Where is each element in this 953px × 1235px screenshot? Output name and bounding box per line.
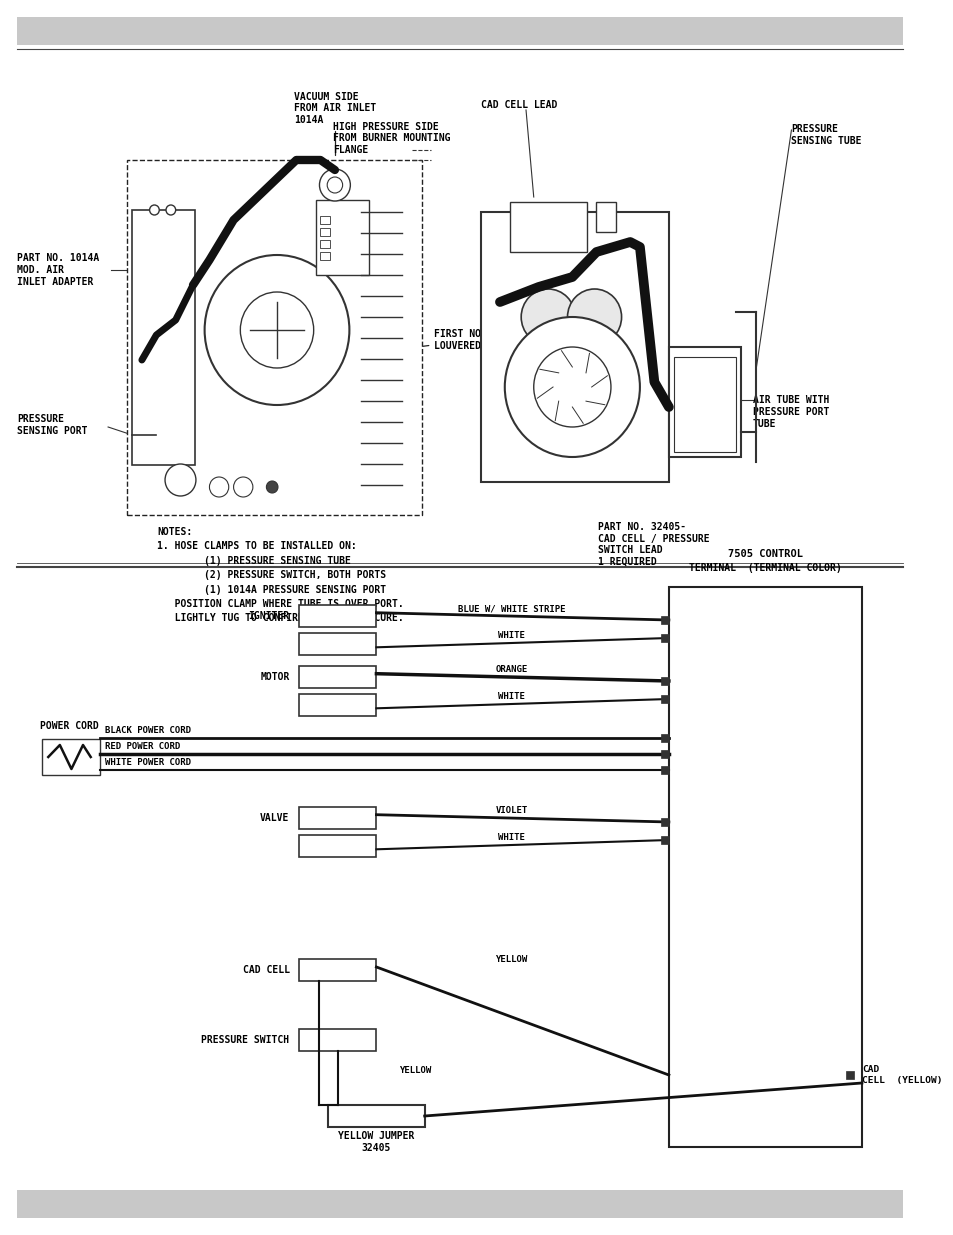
Bar <box>660 634 668 642</box>
Text: CAD
CELL  (YELLOW): CAD CELL (YELLOW) <box>861 1066 942 1084</box>
Bar <box>660 734 668 742</box>
Text: BLUE W/ WHITE STRIPE: BLUE W/ WHITE STRIPE <box>457 604 565 614</box>
Text: HIGH PRESSURE SIDE
FROM BURNER MOUNTING
FLANGE: HIGH PRESSURE SIDE FROM BURNER MOUNTING … <box>333 122 450 158</box>
Text: WHITE POWER CORD: WHITE POWER CORD <box>105 758 191 767</box>
Text: ORANGE: ORANGE <box>495 666 527 674</box>
Text: IGNITER  (BLUE/WHITE): IGNITER (BLUE/WHITE) <box>676 615 797 625</box>
Bar <box>320 252 330 261</box>
Bar <box>668 347 740 457</box>
Bar <box>299 666 376 688</box>
Bar <box>43 739 100 776</box>
Circle shape <box>504 317 639 457</box>
Text: RED POWER CORD: RED POWER CORD <box>105 742 180 751</box>
Text: VALVE   (VIOLET): VALVE (VIOLET) <box>676 818 768 826</box>
Text: YELLOW: YELLOW <box>398 1066 431 1074</box>
Text: WHITE: WHITE <box>497 631 524 640</box>
Text: MOTOR   (ORANGE): MOTOR (ORANGE) <box>676 677 768 685</box>
Bar <box>128 161 421 515</box>
Text: LIMIT  (RED): LIMIT (RED) <box>676 750 745 758</box>
Text: L2 (MTR)  (WHITE): L2 (MTR) (WHITE) <box>676 694 774 704</box>
Bar <box>668 587 861 1147</box>
Bar <box>480 212 668 482</box>
Bar <box>660 616 668 624</box>
Circle shape <box>520 289 575 345</box>
Bar <box>17 1191 902 1218</box>
Circle shape <box>567 289 621 345</box>
Text: PRESSURE
SENSING TUBE: PRESSURE SENSING TUBE <box>791 125 862 146</box>
Text: CAD CELL LEAD: CAD CELL LEAD <box>480 100 557 110</box>
Text: L1  (BLACK): L1 (BLACK) <box>676 734 740 742</box>
Text: POWER CORD: POWER CORD <box>40 721 99 731</box>
Bar <box>320 228 330 236</box>
Text: 7505 CONTROL: 7505 CONTROL <box>727 550 802 559</box>
Bar <box>320 240 330 248</box>
Text: IGNITER: IGNITER <box>248 611 290 621</box>
Bar <box>17 17 902 44</box>
Bar <box>660 750 668 758</box>
Text: WHITE: WHITE <box>497 832 524 841</box>
Text: YELLOW: YELLOW <box>495 955 527 965</box>
Bar <box>660 818 668 826</box>
Text: L2 (VLV)  (WHITE): L2 (VLV) (WHITE) <box>676 836 774 845</box>
Bar <box>315 200 368 275</box>
Circle shape <box>240 291 314 368</box>
Circle shape <box>165 464 195 496</box>
Text: L2 (IGN)  (WHITE): L2 (IGN) (WHITE) <box>676 634 774 642</box>
Circle shape <box>266 480 277 493</box>
Bar <box>596 203 615 232</box>
Circle shape <box>319 169 350 201</box>
Text: PART NO. 1014A
MOD. AIR
INLET ADAPTER: PART NO. 1014A MOD. AIR INLET ADAPTER <box>17 253 99 287</box>
Bar <box>320 216 330 224</box>
Text: BLACK POWER CORD: BLACK POWER CORD <box>105 726 191 735</box>
Text: WHITE: WHITE <box>497 692 524 700</box>
Circle shape <box>327 177 342 193</box>
Bar <box>132 210 194 466</box>
Text: TERMINAL  (TERMINAL COLOR): TERMINAL (TERMINAL COLOR) <box>688 563 841 573</box>
Bar <box>328 1105 424 1128</box>
Text: MOTOR: MOTOR <box>260 672 290 682</box>
Text: PRESSURE
SENSING PORT: PRESSURE SENSING PORT <box>17 414 88 436</box>
Bar <box>299 960 376 981</box>
Circle shape <box>150 205 159 215</box>
Bar <box>299 634 376 655</box>
Bar <box>509 203 586 252</box>
Text: L2  (WHITE): L2 (WHITE) <box>676 766 740 774</box>
Bar <box>673 357 736 452</box>
Bar <box>660 695 668 703</box>
Text: VIOLET: VIOLET <box>495 806 527 815</box>
Bar <box>299 806 376 829</box>
Bar <box>299 694 376 716</box>
Text: NOTES:
1. HOSE CLAMPS TO BE INSTALLED ON:
        (1) PRESSURE SENSING TUBE
    : NOTES: 1. HOSE CLAMPS TO BE INSTALLED ON… <box>157 527 404 624</box>
Text: YELLOW JUMPER
32405: YELLOW JUMPER 32405 <box>338 1131 415 1152</box>
Bar <box>299 1029 376 1051</box>
Bar <box>845 1071 853 1079</box>
Text: VALVE: VALVE <box>260 813 290 823</box>
Bar <box>299 605 376 627</box>
Circle shape <box>533 347 610 427</box>
Text: PART NO. 32405-
CAD CELL / PRESSURE
SWITCH LEAD
1 REQUIRED: PART NO. 32405- CAD CELL / PRESSURE SWIT… <box>598 522 709 567</box>
Text: AIR TUBE WITH
PRESSURE PORT
TUBE: AIR TUBE WITH PRESSURE PORT TUBE <box>752 395 828 429</box>
Text: VACUUM SIDE
FROM AIR INLET
1014A: VACUUM SIDE FROM AIR INLET 1014A <box>294 91 376 156</box>
Bar <box>660 766 668 774</box>
Circle shape <box>166 205 175 215</box>
Circle shape <box>204 254 349 405</box>
Text: PRESSURE SWITCH: PRESSURE SWITCH <box>201 1035 290 1045</box>
Bar <box>660 677 668 685</box>
Circle shape <box>233 477 253 496</box>
Bar <box>299 835 376 857</box>
Text: FIRST NON-
LOUVERED SLOT: FIRST NON- LOUVERED SLOT <box>356 330 510 354</box>
Text: CAD CELL: CAD CELL <box>242 965 290 974</box>
Bar <box>660 836 668 844</box>
Circle shape <box>210 477 229 496</box>
